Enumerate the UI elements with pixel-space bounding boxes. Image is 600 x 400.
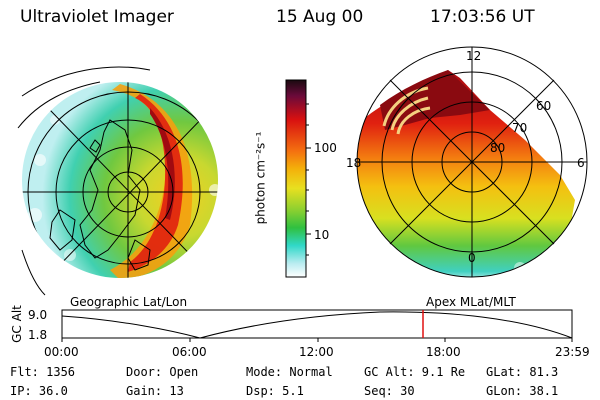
xtick-0000: 00:00 (44, 345, 79, 359)
mlt-label-6: 6 (577, 156, 585, 170)
mlt-label-0: 0 (468, 251, 476, 265)
left-panel-caption: Geographic Lat/Lon (70, 295, 188, 309)
altitude-ytick-high: 9.0 (28, 308, 48, 322)
xtick-1800: 18:00 (426, 345, 461, 359)
colorbar-tick-100: 100 (314, 141, 337, 155)
xtick-0600: 06:00 (172, 345, 207, 359)
colorbar-unit-label: photon cm⁻²s⁻¹ (253, 131, 268, 225)
altitude-plot-frame (61, 309, 573, 339)
mlat-label-60: 60 (536, 99, 552, 113)
door-status: Door: Open (126, 365, 199, 379)
geographic-longitude: GLon: 38.1 (486, 384, 559, 398)
xtick-1200: 12:00 (299, 345, 334, 359)
flight-number: Flt: 1356 (10, 365, 76, 379)
mlt-label-18: 18 (346, 156, 362, 170)
mlat-label-70: 70 (512, 121, 528, 135)
gc-altitude: GC Alt: 9.1 Re (364, 365, 466, 379)
sequence-number: Seq: 30 (364, 384, 415, 398)
right-panel-caption: Apex MLat/MLT (426, 295, 516, 309)
ip-value: IP: 36.0 (10, 384, 68, 398)
mode-value: Mode: Normal (246, 365, 333, 379)
time-label: 17:03:56 UT (430, 7, 535, 27)
instrument-title: Ultraviolet Imager (20, 7, 174, 27)
geographic-latitude: GLat: 81.3 (486, 365, 559, 379)
altitude-ylabel: GC Alt (9, 305, 24, 343)
mlat-label-80: 80 (490, 141, 506, 155)
altitude-curve (61, 311, 573, 339)
date-label: 15 Aug 00 (276, 7, 364, 27)
mlt-label-12: 12 (466, 49, 482, 63)
gain-value: Gain: 13 (126, 384, 184, 398)
colorbar (285, 79, 307, 278)
colorbar-tick-10: 10 (314, 228, 330, 242)
geographic-image (22, 82, 218, 278)
altitude-ytick-low: 1.8 (28, 328, 48, 342)
xtick-2359: 23:59 (555, 345, 590, 359)
dsp-value: Dsp: 5.1 (246, 384, 304, 398)
